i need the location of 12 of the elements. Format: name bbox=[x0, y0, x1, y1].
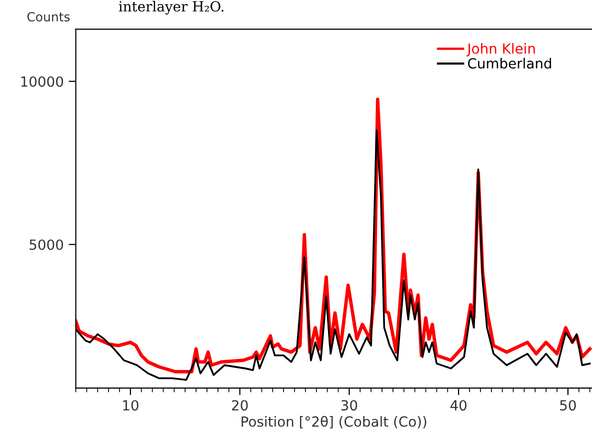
x-tick-label: 20 bbox=[232, 400, 248, 411]
y-axis-title: Counts bbox=[27, 12, 70, 22]
x-axis-title: Position [°2θ] (Cobalt (Co)) bbox=[242, 416, 426, 428]
y-tick-label: 10000 bbox=[21, 76, 64, 87]
x-tick-label: 30 bbox=[341, 400, 358, 411]
y-tick-label: 5000 bbox=[30, 239, 64, 250]
x-tick-label: 50 bbox=[560, 400, 576, 411]
x-tick-label: 10 bbox=[123, 400, 138, 411]
x-tick-label: 40 bbox=[450, 400, 466, 411]
text: interlayer H₂O. bbox=[118, 0, 224, 15]
legend-label: John Klein bbox=[466, 43, 535, 56]
legend-label: Cumberland bbox=[468, 58, 552, 69]
